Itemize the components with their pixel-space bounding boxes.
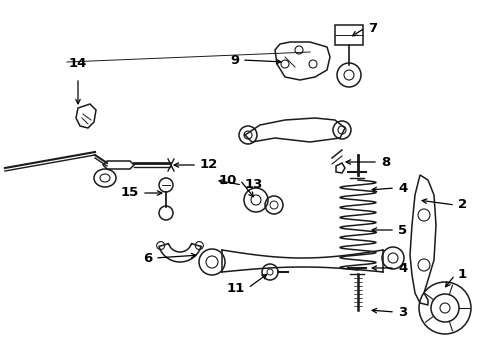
Text: 7: 7 — [368, 22, 377, 35]
Text: 15: 15 — [121, 186, 139, 199]
Text: 3: 3 — [398, 306, 407, 319]
Text: 10: 10 — [219, 174, 237, 186]
Text: 8: 8 — [381, 156, 390, 168]
Text: 14: 14 — [69, 57, 87, 70]
Text: 12: 12 — [200, 158, 218, 171]
Text: 5: 5 — [398, 224, 407, 237]
Text: 1: 1 — [458, 269, 467, 282]
Text: 13: 13 — [245, 179, 264, 192]
Text: 4: 4 — [398, 181, 407, 194]
Text: 4: 4 — [398, 261, 407, 274]
Bar — [335, 25, 363, 45]
Text: 6: 6 — [143, 252, 152, 265]
Text: 2: 2 — [458, 198, 467, 211]
Text: 11: 11 — [227, 282, 245, 294]
Text: 9: 9 — [230, 54, 239, 67]
